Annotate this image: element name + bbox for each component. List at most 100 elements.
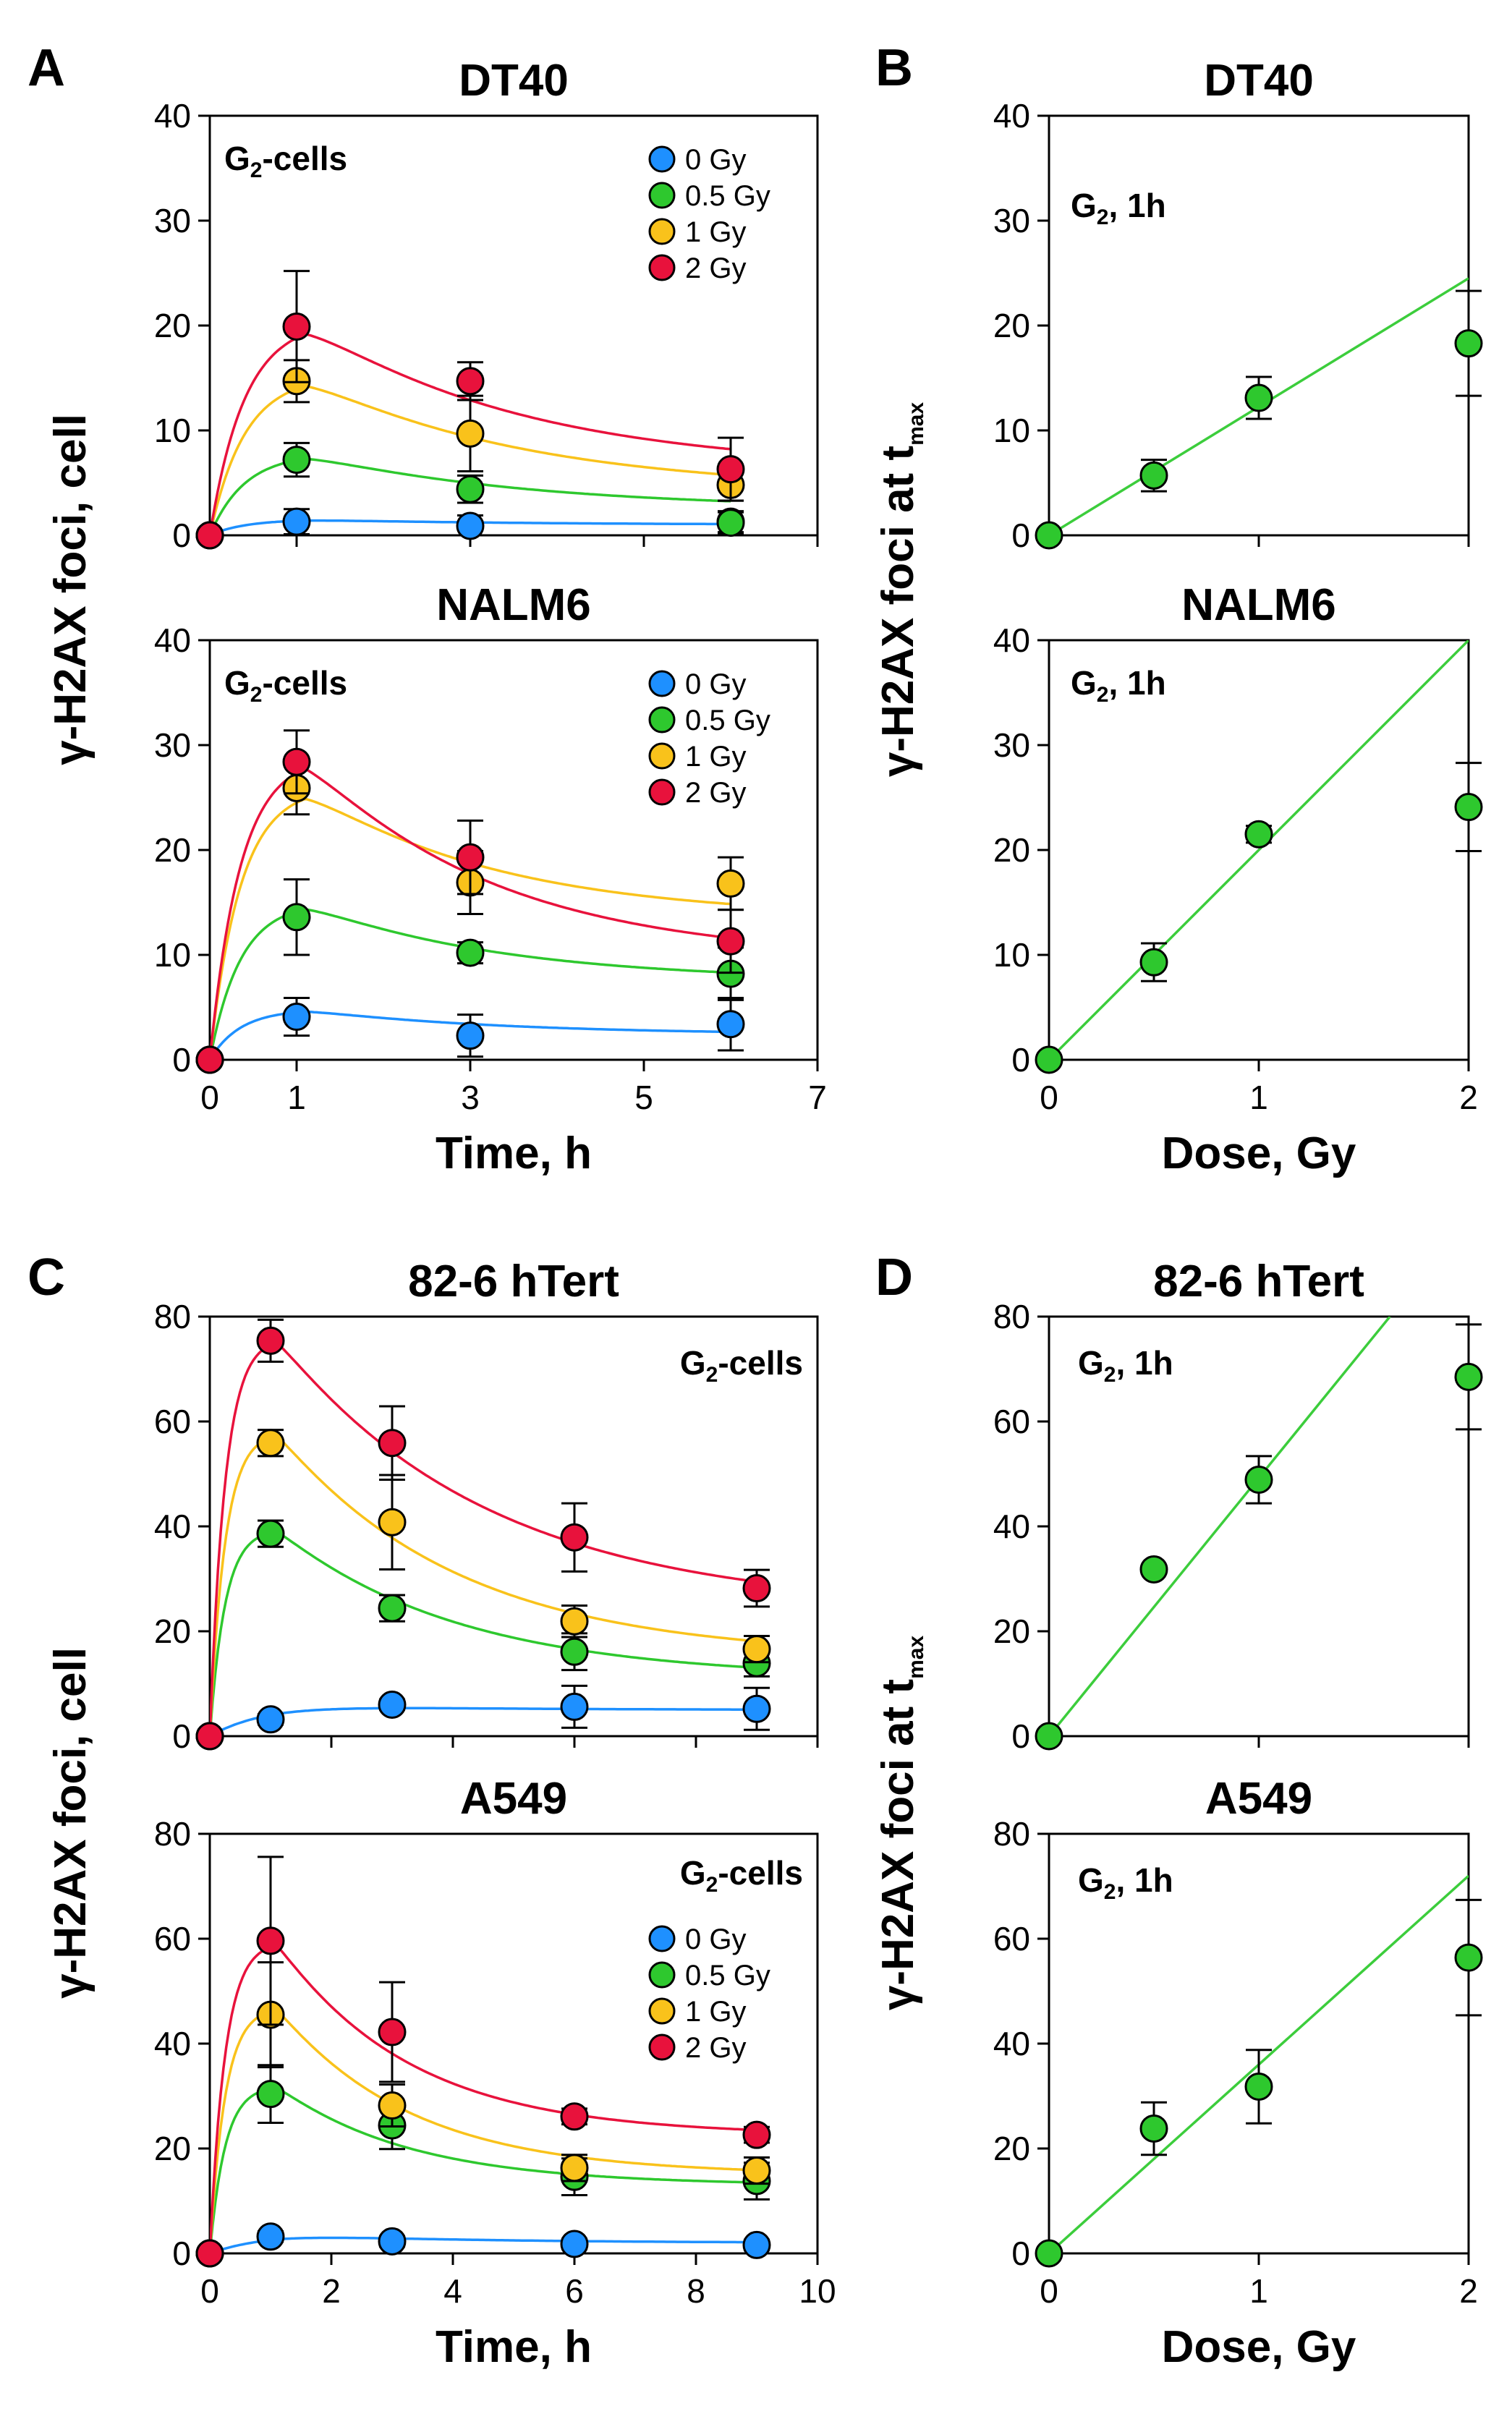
chart-title: NALM6 [1181, 580, 1336, 630]
data-point [1244, 2072, 1273, 2101]
y-tick-label: 60 [993, 1920, 1030, 1958]
data-point [282, 312, 311, 341]
data-point [1139, 1555, 1168, 1584]
linear-fit-line [1049, 1317, 1391, 1736]
data-point [1244, 1465, 1273, 1494]
series-g2-1h [1035, 289, 1483, 550]
data-point [256, 1429, 285, 1458]
data-point [456, 511, 485, 540]
x-tick-label: 6 [565, 2272, 584, 2310]
y-tick-label: 30 [993, 202, 1030, 239]
data-point [560, 1692, 589, 1721]
data-point [716, 455, 745, 484]
chart-b-bottom: NALM6 0 10 20 30 40 0 1 2 Dose, Gy G2, 1h [993, 580, 1483, 1178]
x-tick-label: 4 [443, 2272, 462, 2310]
x-tick-label: 1 [287, 1079, 306, 1116]
legend-marker [648, 778, 676, 806]
y-tick-label: 60 [154, 1403, 191, 1440]
chart-title: NALM6 [436, 580, 591, 630]
chart-c-top: 82-6 hTert 0 20 40 60 80 G2-cells [154, 1257, 819, 1755]
data-point [1139, 948, 1168, 977]
y-tick-label: 0 [172, 517, 191, 554]
x-tick-label: 1 [1249, 2272, 1268, 2310]
y-tick-label: 20 [993, 831, 1030, 869]
x-axis-label: Dose, Gy [1162, 2322, 1356, 2372]
y-tick-label: 40 [993, 2025, 1030, 2062]
y-tick-label: 80 [993, 1815, 1030, 1853]
data-point [456, 367, 485, 396]
legend-label: 0 Gy [685, 668, 746, 700]
data-point [1035, 1045, 1063, 1074]
legend-label: 2 Gy [685, 777, 746, 809]
series-2-gy [195, 729, 745, 1074]
y-tick-label: 40 [154, 97, 191, 135]
data-point [195, 521, 224, 550]
data-point [256, 2080, 285, 2109]
data-point [1035, 521, 1063, 550]
data-point [256, 1705, 285, 1734]
chart-d-bottom: A549 0 20 40 60 80 0 1 2 Dose, Gy G2, 1h [993, 1774, 1483, 2372]
y-tick-label: 0 [1011, 1717, 1030, 1755]
g2-annotation: G2-cells [224, 140, 347, 182]
legend-marker [648, 182, 676, 209]
y-tick-label: 20 [154, 307, 191, 344]
chart-b-top: DT40 0 10 20 30 40 G2, 1h [993, 56, 1483, 554]
panel-letter-b: B [875, 39, 913, 97]
x-tick-label: 7 [808, 1079, 827, 1116]
data-point [456, 475, 485, 503]
y-axis-label-ab-left: γ-H2AX foci, cell [46, 414, 95, 765]
data-point [1244, 383, 1273, 412]
data-point [1454, 1362, 1483, 1391]
data-point [742, 1635, 771, 1664]
legend-label: 1 Gy [685, 216, 746, 248]
x-tick-label: 8 [687, 2272, 705, 2310]
y-tick-label: 20 [993, 2130, 1030, 2167]
data-point [1035, 2239, 1063, 2268]
data-point [378, 1429, 407, 1458]
data-point [195, 2239, 224, 2268]
y-tick-label: 10 [993, 936, 1030, 974]
y-tick-label: 30 [154, 202, 191, 239]
x-tick-label: 0 [200, 1079, 219, 1116]
legend-marker [648, 254, 676, 281]
data-point [378, 2227, 407, 2256]
x-tick-label: 2 [1459, 1079, 1478, 1116]
y-tick-label: 10 [154, 412, 191, 449]
y-tick-label: 60 [993, 1403, 1030, 1440]
data-point [1035, 1722, 1063, 1751]
x-axis-label: Time, h [436, 1129, 592, 1178]
g2-annotation: G2-cells [680, 1854, 803, 1897]
legend-marker [648, 145, 676, 173]
y-tick-label: 0 [1011, 517, 1030, 554]
data-point [456, 1021, 485, 1050]
fit-curve [210, 2008, 757, 2253]
svg-text:γ-H2AX foci at tmax: γ-H2AX foci at tmax [873, 1636, 928, 2011]
y-tick-label: 40 [993, 1508, 1030, 1545]
data-point [1454, 1943, 1483, 1972]
data-point [282, 446, 311, 475]
series-2-gy [195, 270, 745, 550]
y-tick-label: 0 [172, 1041, 191, 1079]
series-1-gy [195, 1961, 771, 2268]
chart-title: DT40 [459, 56, 569, 106]
y-tick-label: 0 [1011, 1041, 1030, 1079]
fit-curve [210, 1530, 757, 1736]
legend: 0 Gy 0.5 Gy 1 Gy 2 Gy [648, 1924, 770, 2064]
legend-label: 2 Gy [685, 252, 746, 284]
fit-curve [210, 2236, 757, 2253]
y-tick-label: 20 [154, 1612, 191, 1650]
legend-marker [648, 1997, 676, 2025]
data-point [716, 509, 745, 537]
fit-curve [210, 1434, 757, 1736]
chart-d-top: 82-6 hTert 0 20 40 60 80 G2, 1h [993, 1257, 1483, 1755]
legend-marker [648, 670, 676, 697]
data-point [378, 2091, 407, 2120]
series-1-gy [195, 1429, 771, 1751]
x-tick-label: 2 [1459, 2272, 1478, 2310]
series-g2-1h [1035, 762, 1483, 1074]
x-tick-label: 3 [461, 1079, 480, 1116]
legend-label: 0.5 Gy [685, 1960, 770, 1992]
y-tick-label: 20 [993, 1612, 1030, 1650]
y-tick-label: 80 [993, 1298, 1030, 1335]
